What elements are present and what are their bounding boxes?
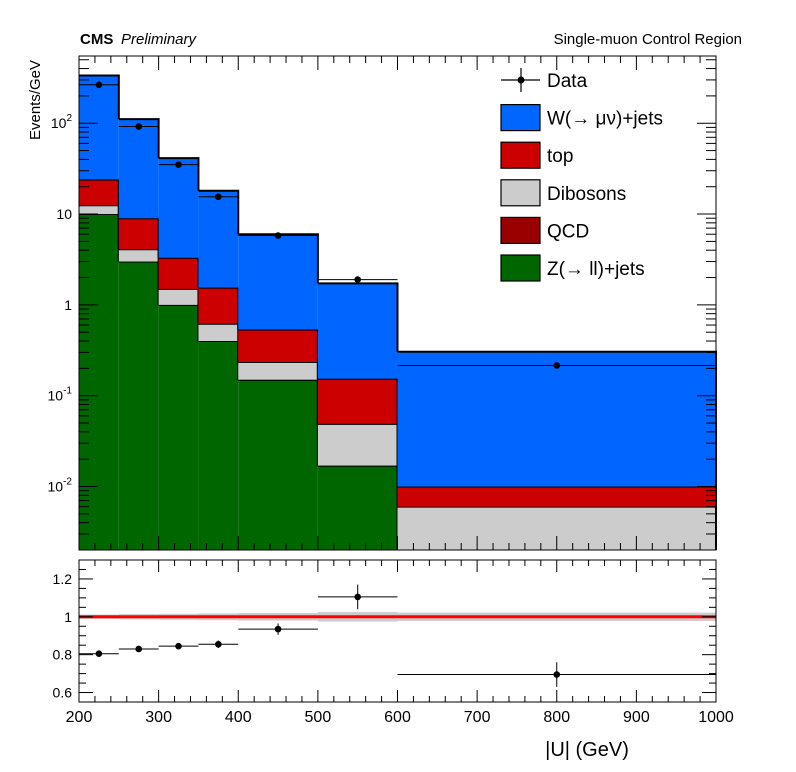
bar-top-bin-4 [238, 329, 318, 362]
bar-dibosons-bin-5 [317, 423, 398, 466]
legend-label-w-jets: W(→ μν)+jets [547, 109, 663, 130]
x-tick-label-800: 800 [543, 709, 570, 726]
bar-dibosons-bin-4 [238, 361, 318, 380]
region-label: Single-muon Control Region [554, 31, 742, 48]
y-tick-label-4: 102 [51, 113, 73, 131]
bar-z-ll-jets-bin-0 [79, 214, 119, 550]
ratio-y-tick-label-3: 1.2 [53, 571, 73, 587]
bar-top-bin-2 [158, 257, 199, 289]
ratio-point-1 [135, 645, 143, 653]
y-tick-label-2: 1 [64, 297, 72, 313]
outline-w-jets [79, 74, 717, 550]
ratio-y-tick-label-1: 0.8 [53, 647, 73, 663]
legend-label-top: top [547, 146, 573, 167]
data-point-0 [95, 81, 103, 89]
ratio-y-tick-label-0: 0.6 [53, 685, 73, 701]
bar-top-bin-6 [397, 486, 716, 507]
ratio-point-4 [274, 625, 282, 633]
legend: Data W(→ μν)+jets top Dibosons QCD Z(→ ll)+je… [500, 68, 663, 282]
data-point-6 [553, 362, 561, 369]
legend-swatch-z-ll-jets [500, 254, 541, 282]
x-axis-label: |U| (GeV) [545, 739, 629, 761]
bar-top-bin-3 [198, 287, 239, 324]
x-tick-label-200: 200 [66, 709, 93, 726]
x-tick-label-900: 900 [623, 709, 650, 726]
bar-dibosons-bin-1 [118, 249, 159, 262]
bar-w-jets-bin-5 [317, 283, 398, 379]
ratio-points [79, 584, 716, 687]
bar-z-ll-jets-bin-2 [158, 304, 199, 550]
preliminary-label: Preliminary [121, 31, 198, 48]
legend-swatch-dibosons [500, 179, 541, 207]
legend-swatch-top [500, 141, 541, 169]
x-tick-label-500: 500 [305, 709, 332, 726]
y-tick-label-0: 10-2 [48, 477, 73, 495]
ratio-point-2 [175, 642, 182, 650]
x-tick-label-400: 400 [225, 709, 252, 726]
x-tick-label-700: 700 [464, 709, 491, 726]
legend-swatch-qcd [500, 216, 541, 244]
bar-top-bin-5 [317, 378, 398, 424]
data-point-5 [354, 276, 361, 283]
data-point-4 [274, 232, 282, 239]
bar-dibosons-bin-2 [158, 288, 199, 305]
bar-z-ll-jets-bin-4 [238, 379, 318, 550]
main-plot: 10-2 10-1 1 10 102 Events/GeV Data W(→ μν)+je… [27, 55, 717, 551]
bar-dibosons-bin-3 [198, 323, 239, 342]
ratio-y-tick-label-2: 1 [64, 609, 72, 625]
bar-z-ll-jets-bin-5 [317, 465, 398, 550]
x-tick-label-1000: 1000 [698, 709, 734, 726]
bar-z-ll-jets-bin-3 [198, 341, 239, 550]
ratio-point-6 [553, 671, 561, 678]
legend-swatch-w-jets [500, 103, 541, 132]
ratio-point-3 [215, 640, 222, 648]
bar-w-jets-bin-4 [238, 234, 318, 330]
data-point-2 [175, 161, 182, 168]
x-tick-label-600: 600 [384, 709, 411, 726]
bar-top-bin-1 [118, 218, 159, 250]
bar-z-ll-jets-bin-1 [118, 261, 159, 550]
stack-layer [79, 74, 717, 550]
bar-w-jets-bin-3 [198, 190, 239, 288]
bar-top-bin-0 [79, 179, 119, 206]
bar-w-jets-bin-1 [118, 119, 159, 219]
ratio-axes: 0.6 0.8 1 1.2 200 300 400 500 600 700 800 900 1000 [53, 559, 734, 726]
x-tick-label-300: 300 [145, 709, 172, 726]
bar-w-jets-bin-6 [397, 351, 716, 487]
ratio-point-0 [95, 650, 103, 658]
legend-label-dibosons: Dibosons [547, 184, 626, 205]
legend-data-marker [517, 76, 525, 84]
cms-label: CMS [80, 31, 113, 48]
y-tick-label-3: 10 [56, 206, 72, 222]
y-tick-label-1: 10-1 [48, 386, 73, 404]
legend-label-qcd: QCD [547, 221, 589, 242]
legend-label-z-ll-jets: Z(→ ll)+jets [547, 259, 645, 280]
ratio-point-5 [354, 593, 361, 601]
data-point-3 [215, 193, 222, 201]
bar-w-jets-bin-2 [158, 158, 199, 258]
legend-label-data: Data [547, 71, 588, 92]
y-axis-label: Events/GeV [27, 60, 44, 140]
data-point-1 [135, 123, 143, 130]
ratio-plot-background [79, 560, 716, 702]
main-axes: 10-2 10-1 1 10 102 [48, 56, 717, 551]
data-layer [79, 81, 716, 369]
bar-dibosons-bin-0 [79, 205, 119, 215]
ratio-plot: 0.6 0.8 1 1.2 200 300 400 500 600 700 800 900 1000 |… [53, 559, 734, 761]
